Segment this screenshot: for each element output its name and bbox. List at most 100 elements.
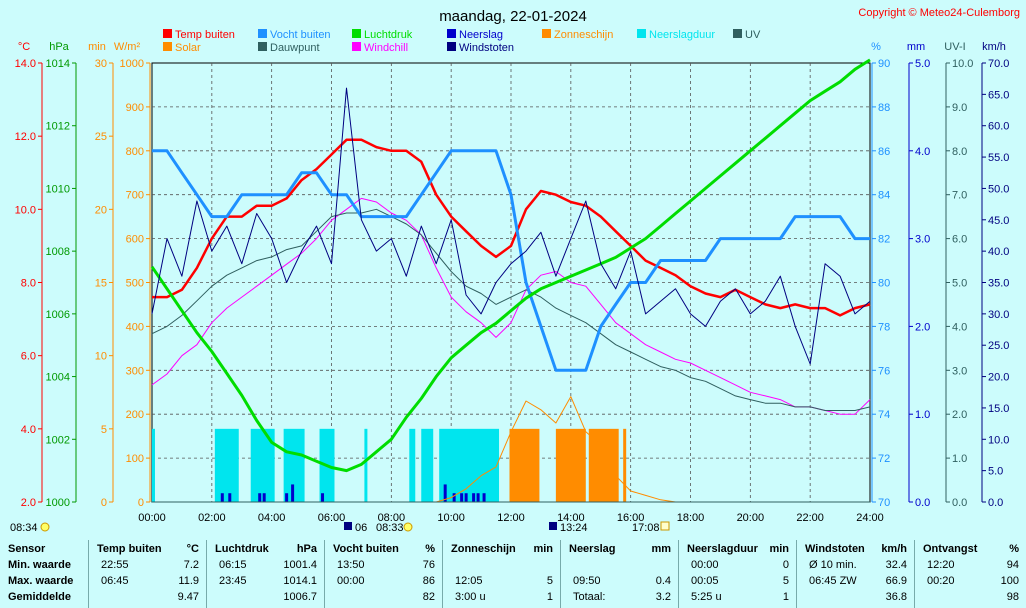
legend-label: Windstoten: [459, 42, 514, 54]
neerslagduur-bar: [439, 428, 500, 502]
neerslagduur-bar: [250, 428, 275, 502]
stats-col-humidity: Vocht buiten% 13:50 76 00:00 86 82: [324, 540, 443, 608]
legend-swatch: [163, 29, 172, 38]
humidity-tick-label: 86: [878, 146, 890, 158]
neerslag-bar: [472, 493, 476, 502]
solar-tick-label: 0: [138, 497, 144, 509]
stats-header-label: Windstoten: [805, 543, 865, 555]
humidity-tick-label: 84: [878, 190, 890, 202]
uv-unit: UV-I: [944, 41, 965, 53]
stats-time: 09:50: [573, 575, 601, 587]
time-tick-label: 02:00: [198, 512, 226, 524]
noon-label: 13:24: [560, 522, 588, 534]
uv-tick-label: 7.0: [952, 190, 967, 202]
moon-icon: [344, 522, 352, 530]
stats-header-label: Neerslagduur: [687, 543, 758, 555]
time-tick-label: 08:00: [378, 512, 406, 524]
neerslag-bar: [452, 493, 456, 502]
time-tick-label: 18:00: [677, 512, 705, 524]
stats-row: 13:50 76: [325, 558, 443, 572]
zonneschijn-bar: [588, 428, 619, 502]
time-tick-label: 12:00: [497, 512, 525, 524]
series-luchtdruk: [150, 58, 871, 473]
series-windchill: [151, 197, 871, 415]
stats-value: 94: [1006, 559, 1019, 571]
stats-value: 3.2: [655, 591, 671, 603]
wind-tick-label: 5.0: [988, 466, 1003, 478]
neerslag-bar: [464, 493, 468, 502]
time-tick-label: 14:00: [557, 512, 585, 524]
stats-row: Ø 10 min. 32.4: [797, 558, 915, 572]
rain-tick-label: 1.0: [915, 409, 930, 421]
humidity-tick-label: 78: [878, 321, 890, 333]
stats-value: 82: [422, 591, 435, 603]
stats-time: 06:15: [219, 559, 247, 571]
solar-tick-label: 500: [126, 278, 144, 290]
time-tick-label: 22:00: [796, 512, 824, 524]
legend-swatch: [258, 42, 267, 51]
time-tick-label: 06:00: [318, 512, 346, 524]
stats-time: 00:00: [691, 559, 719, 571]
stats-row-label: Min. waarde: [8, 559, 71, 571]
uv-tick-label: 0.0: [952, 497, 967, 509]
wind-unit: km/h: [982, 41, 1006, 53]
legend-label: Windchill: [364, 42, 408, 54]
series-dauwpunt: [151, 208, 871, 411]
stats-header: Temp buiten °C: [89, 542, 207, 556]
stats-row: Max. waarde: [0, 574, 88, 588]
solar-tick-label: 1000: [120, 58, 144, 70]
stats-value: 1: [546, 591, 553, 603]
min-tick-label: 0: [101, 497, 107, 509]
sun-markers: 08:34 06 08:33 13:24 17:08: [10, 521, 670, 534]
pressure-tick-label: 1002: [46, 434, 70, 446]
neerslag-bar: [476, 493, 480, 502]
stats-value: 7.2: [183, 559, 199, 571]
solar-tick-label: 400: [126, 321, 144, 333]
stats-row: [561, 558, 679, 572]
stats-time: 13:50: [337, 559, 365, 571]
stats-header-unit: km/h: [881, 543, 907, 555]
stats-header-label: Sensor: [8, 543, 46, 555]
noon-icon: [549, 522, 557, 530]
stats-row: 82: [325, 590, 443, 604]
wind-tick-label: 45.0: [988, 215, 1009, 227]
uv-tick-label: 5.0: [952, 278, 967, 290]
stats-header-label: Ontvangst: [923, 543, 978, 555]
wind-tick-label: 40.0: [988, 246, 1009, 258]
legend-label: Dauwpunt: [270, 42, 320, 54]
copyright: Copyright © Meteo24-Culemborg: [858, 7, 1020, 19]
zonneschijn-bar: [623, 428, 627, 502]
pressure-tick-label: 1004: [46, 372, 70, 384]
wind-tick-label: 50.0: [988, 183, 1009, 195]
uv-tick-label: 2.0: [952, 409, 967, 421]
neerslagduur-bar: [152, 428, 155, 502]
dawn-label: 08:33: [376, 522, 404, 534]
temp-tick-label: 2.0: [21, 497, 36, 509]
sunrise-label: 08:34: [10, 522, 38, 534]
rain-tick-label: 5.0: [915, 58, 930, 70]
pressure-tick-label: 1010: [46, 183, 70, 195]
stats-row: 36.8: [797, 590, 915, 604]
min-tick-label: 25: [95, 131, 107, 143]
stats-header: Luchtdruk hPa: [207, 542, 325, 556]
stats-value: 0: [782, 559, 789, 571]
legend-swatch: [352, 29, 361, 38]
wind-tick-label: 35.0: [988, 278, 1009, 290]
neerslag-bar: [482, 493, 486, 502]
uv-tick-label: 4.0: [952, 321, 967, 333]
temp-tick-label: 10.0: [15, 204, 36, 216]
stats-value: 76: [422, 559, 435, 571]
neerslag-bar: [262, 493, 266, 502]
stats-row: [443, 558, 561, 572]
stats-row: 3:00 u 1: [443, 590, 561, 604]
uv-tick-label: 6.0: [952, 234, 967, 246]
humidity-unit: %: [871, 41, 881, 53]
stats-header: Windstoten km/h: [797, 542, 915, 556]
stats-time: 00:00: [337, 575, 365, 587]
legend-label: Neerslagduur: [649, 29, 715, 41]
stats-value: 1001.4: [283, 559, 317, 571]
humidity-tick-label: 90: [878, 58, 890, 70]
series-temp-buiten: [152, 138, 871, 317]
min-unit: min: [88, 41, 106, 53]
stats-time: 06:45 ZW: [809, 575, 857, 587]
